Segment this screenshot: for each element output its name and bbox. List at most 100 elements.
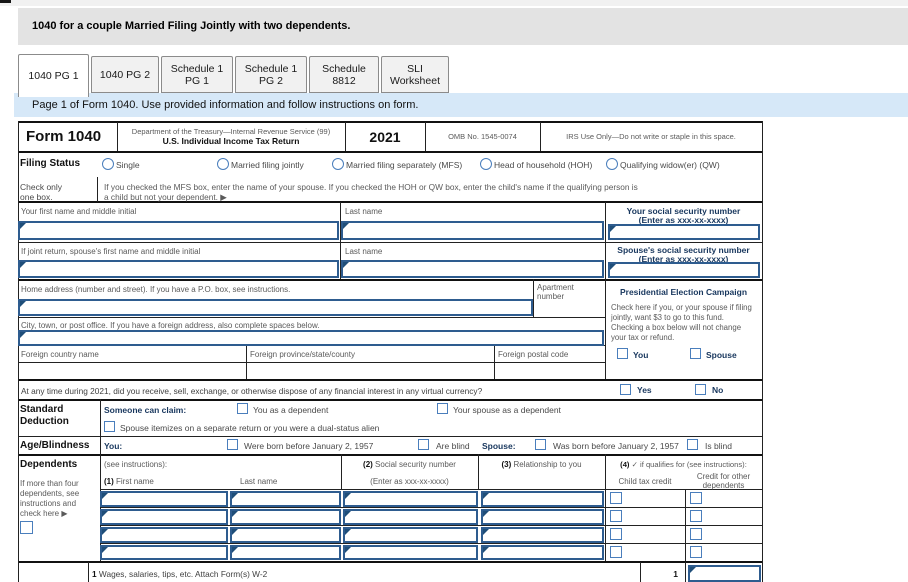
divider [18, 561, 763, 563]
spouse-blind-label: Is blind [705, 441, 732, 451]
campaign-spouse-checkbox[interactable] [690, 348, 701, 359]
form-right-border [762, 121, 763, 582]
campaign-you-checkbox[interactable] [617, 348, 628, 359]
dependents-col-ssn: (2) Social security number [341, 460, 478, 469]
radio-married-filing-jointly[interactable] [217, 158, 229, 170]
virtual-currency-question: At any time during 2021, did you receive… [21, 386, 483, 396]
foreign-postal-label: Foreign postal code [498, 350, 569, 359]
dependent-4-other-credit-checkbox[interactable] [690, 546, 702, 558]
radio-single[interactable] [102, 158, 114, 170]
first-name-input[interactable] [18, 221, 339, 240]
dependent-3-ctc-checkbox[interactable] [610, 528, 622, 540]
divider [425, 122, 426, 151]
dependent-2-first-name-input[interactable] [100, 509, 228, 525]
more-than-four-line2: dependents, see [20, 489, 80, 498]
campaign-title: Presidential Election Campaign [619, 287, 748, 297]
dependent-2-other-credit-checkbox[interactable] [690, 510, 702, 522]
line1-line-number: 1 [673, 569, 678, 579]
dependent-1-first-name-input[interactable] [100, 491, 228, 507]
spouse-itemizes-checkbox[interactable] [104, 421, 115, 432]
city-input[interactable] [18, 330, 604, 346]
tab-1040-pg-2[interactable]: 1040 PG 2 [91, 56, 159, 93]
dependents-col-first-name: (1) First name [104, 477, 154, 486]
more-than-four-checkbox[interactable] [20, 521, 33, 534]
dependent-3-ssn-input[interactable] [343, 527, 478, 543]
irs-use-only: IRS Use Only—Do not write or staple in t… [566, 132, 736, 141]
radio-mfj-label: Married filing jointly [231, 160, 304, 170]
spouse-blind-checkbox[interactable] [687, 439, 698, 450]
dependent-1-ssn-input[interactable] [343, 491, 478, 507]
dependent-4-last-name-input[interactable] [230, 545, 341, 560]
dependent-2-ctc-checkbox[interactable] [610, 510, 622, 522]
tab-schedule-1-pg-1[interactable]: Schedule 1 PG 1 [161, 56, 233, 93]
tab-sli-worksheet[interactable]: SLI Worksheet [381, 56, 449, 93]
radio-head-of-household[interactable] [480, 158, 492, 170]
check-only-line2: one box. [20, 192, 53, 202]
tab-label: Schedule 1 PG 2 [244, 62, 298, 87]
col-label: Relationship to you [511, 460, 582, 469]
divider [640, 562, 641, 582]
last-name-input[interactable] [341, 221, 604, 240]
dependent-1-ctc-checkbox[interactable] [610, 492, 622, 504]
line1-wages-input[interactable] [688, 565, 761, 582]
divider [100, 399, 101, 561]
divider [18, 151, 763, 153]
divider [100, 543, 763, 544]
col-label: First name [113, 477, 154, 486]
spouse-born-before-checkbox[interactable] [535, 439, 546, 450]
dependent-1-relationship-input[interactable] [481, 491, 604, 507]
dependent-2-last-name-input[interactable] [230, 509, 341, 525]
dependent-4-first-name-input[interactable] [100, 545, 228, 560]
apartment-label-1: Apartment [537, 283, 574, 292]
divider [340, 242, 341, 279]
dependents-col-other-2: dependents [702, 481, 745, 490]
you-as-dependent-checkbox[interactable] [237, 403, 248, 414]
spouse-last-name-input[interactable] [341, 260, 604, 278]
your-ssn-input[interactable] [608, 224, 760, 240]
dependent-1-last-name-input[interactable] [230, 491, 341, 507]
virtual-currency-yes-checkbox[interactable] [620, 384, 631, 395]
spouse-as-dependent-checkbox[interactable] [437, 403, 448, 414]
dependents-col-other-1: Credit for other [696, 472, 751, 481]
dependent-3-relationship-input[interactable] [481, 527, 604, 543]
dependent-4-ctc-checkbox[interactable] [610, 546, 622, 558]
home-address-input[interactable] [18, 299, 533, 316]
dependent-1-other-credit-checkbox[interactable] [690, 492, 702, 504]
col-prefix: (1) [104, 477, 114, 486]
dependent-3-other-credit-checkbox[interactable] [690, 528, 702, 540]
you-born-before-checkbox[interactable] [227, 439, 238, 450]
divider [117, 122, 118, 151]
standard-deduction-label-2: Deduction [20, 416, 69, 427]
tab-schedule-8812[interactable]: Schedule 8812 [309, 56, 379, 93]
you-blind-checkbox[interactable] [418, 439, 429, 450]
tab-1040-pg-1[interactable]: 1040 PG 1 [18, 54, 89, 97]
divider [100, 525, 763, 526]
radio-qualifying-widow[interactable] [606, 158, 618, 170]
dependent-2-ssn-input[interactable] [343, 509, 478, 525]
spouse-ssn-input[interactable] [608, 262, 760, 278]
spouse-first-name-input[interactable] [18, 260, 339, 278]
dependent-3-last-name-input[interactable] [230, 527, 341, 543]
dependent-4-relationship-input[interactable] [481, 545, 604, 560]
tab-label: SLI Worksheet [390, 62, 440, 87]
tab-schedule-1-pg-2[interactable]: Schedule 1 PG 2 [235, 56, 307, 93]
form-1040-title: Form 1040 [26, 128, 102, 145]
divider [533, 279, 534, 317]
campaign-spouse-label: Spouse [706, 350, 737, 360]
dependent-3-first-name-input[interactable] [100, 527, 228, 543]
filing-instruction-line2: a child but not your dependent. ▶ [104, 192, 227, 202]
age-blindness-label: Age/Blindness [20, 440, 90, 451]
foreign-province-label: Foreign province/state/county [250, 350, 355, 359]
dependents-col-ssn-hint: (Enter as xxx-xx-xxxx) [370, 477, 449, 486]
scenario-title: 1040 for a couple Married Filing Jointly… [32, 20, 351, 32]
filing-instruction-line1: If you checked the MFS box, enter the na… [104, 182, 638, 192]
radio-married-filing-separately[interactable] [332, 158, 344, 170]
campaign-line3: Checking a box below will not change [611, 323, 742, 332]
dependents-col-relationship: (3) Relationship to you [478, 460, 605, 469]
spouse-ssn-title: Spouse's social security number [617, 245, 750, 255]
filing-status-label: Filing Status [20, 158, 80, 169]
virtual-currency-no-checkbox[interactable] [695, 384, 706, 395]
dependent-2-relationship-input[interactable] [481, 509, 604, 525]
dependent-4-ssn-input[interactable] [343, 545, 478, 560]
scenario-title-bar: 1040 for a couple Married Filing Jointly… [18, 8, 908, 45]
